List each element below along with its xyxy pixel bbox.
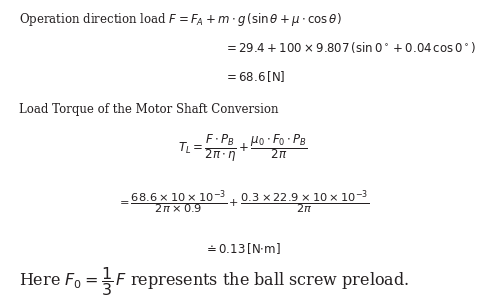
Text: $= 29.4 + 100 \times 9.807\,(\sin 0^\circ + 0.04\,\cos 0^\circ)$: $= 29.4 + 100 \times 9.807\,(\sin 0^\cir…: [224, 40, 476, 55]
Text: Operation direction load $F = F_A + m \cdot g\,(\sin\theta + \mu \cdot \cos\thet: Operation direction load $F = F_A + m \c…: [19, 11, 342, 28]
Text: $= \dfrac{68.6 \times 10 \times 10^{-3}}{2\pi \times 0.9} + \dfrac{0.3 \times 22: $= \dfrac{68.6 \times 10 \times 10^{-3}}…: [117, 189, 369, 217]
Text: Load Torque of the Motor Shaft Conversion: Load Torque of the Motor Shaft Conversio…: [19, 103, 279, 116]
Text: Here $F_0 = \dfrac{1}{3}\, F$ represents the ball screw preload.: Here $F_0 = \dfrac{1}{3}\, F$ represents…: [19, 265, 410, 298]
Text: $T_L = \dfrac{F \cdot P_B}{2\pi \cdot \eta} + \dfrac{\mu_0 \cdot F_0 \cdot P_B}{: $T_L = \dfrac{F \cdot P_B}{2\pi \cdot \e…: [178, 132, 308, 164]
Text: $= 68.6\,[\mathrm{N}]$: $= 68.6\,[\mathrm{N}]$: [224, 69, 285, 84]
Text: $\doteq 0.13\,[\mathrm{N{\cdot}m}]$: $\doteq 0.13\,[\mathrm{N{\cdot}m}]$: [204, 241, 281, 256]
